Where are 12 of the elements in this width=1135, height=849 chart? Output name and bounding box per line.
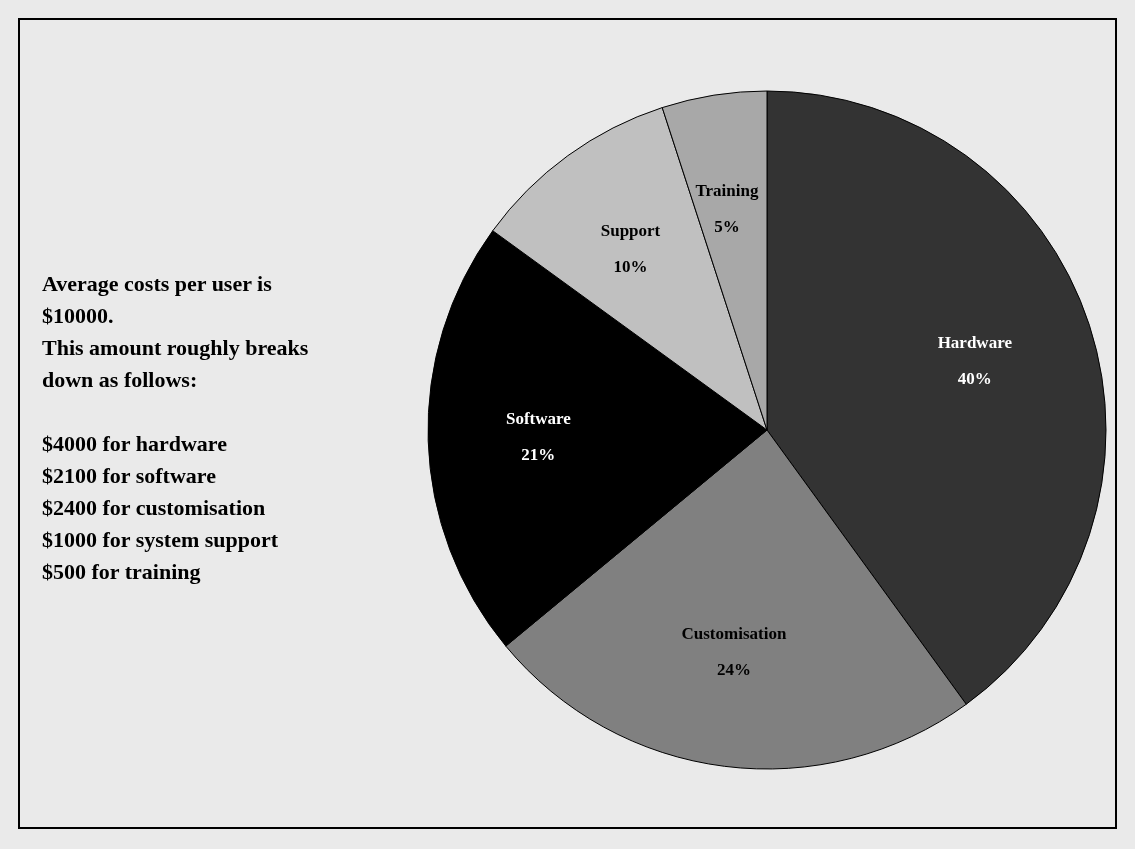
data-label: 24%	[716, 659, 751, 679]
slice-label: Training	[695, 181, 759, 201]
slice-label: Support	[600, 220, 661, 240]
data-label: 5%	[714, 217, 740, 237]
slice-label: Hardware	[937, 332, 1013, 352]
text: Average costs per user is $10000. This amount roughly breaks down as follows:	[42, 270, 310, 394]
slice-label: Customisation	[681, 623, 787, 643]
text: $4000 for hardware $2100 for software $2400 for customisation $1000 for system support $500 for training	[42, 430, 280, 586]
slice-label: Software	[505, 409, 572, 429]
data-label: 10%	[613, 256, 648, 276]
data-label: 21%	[521, 445, 556, 465]
data-label: 40%	[957, 368, 992, 388]
